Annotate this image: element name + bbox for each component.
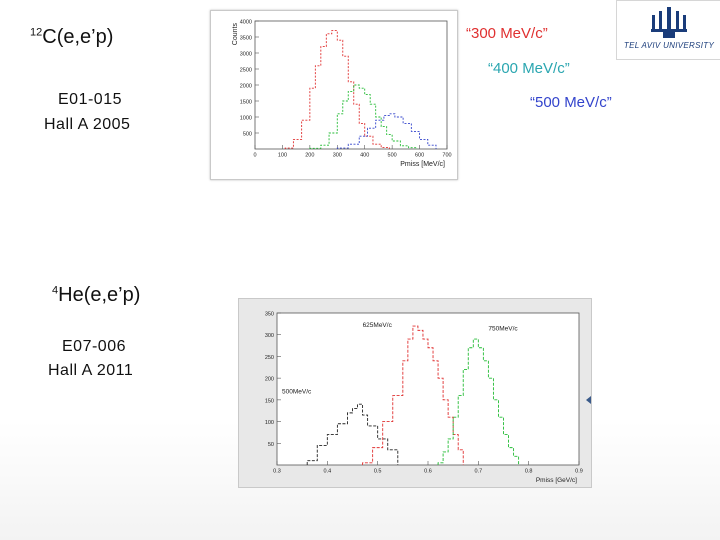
x-tick-label: 0.3 [273,469,281,475]
x-tick-label: 300 [333,153,342,159]
series-label: 750MeV/c [488,325,518,332]
slide-marker-icon [586,396,591,404]
y-tick-label: 100 [265,420,274,426]
y-tick-label: 350 [265,312,274,318]
x-tick-label: 0 [253,153,256,159]
logo-text: TEL AVIV UNIVERSITY [623,41,715,50]
y-tick-label: 500 [243,132,252,138]
university-logo: TEL AVIV UNIVERSITY [616,0,720,60]
x-tick-label: 0.4 [324,469,332,475]
x-tick-label: 0.7 [475,469,483,475]
y-tick-label: 1000 [240,116,252,122]
menorah-icon [651,7,687,38]
y-tick-label: 4000 [240,20,252,26]
plot-area [276,312,580,466]
reaction-12c-label: 12C(e,e’p) [30,26,114,48]
series-line [284,30,390,149]
series-line [336,113,437,149]
top-chart-frame: 500 1000 1500 2000 2500 3000 3500 4000 0 100 200 30… [210,10,458,180]
x-axis-label: Pmiss [GeV/c] [536,477,577,484]
y-axis-label: Counts [232,23,239,46]
x-tick-label: 200 [305,153,314,159]
legend-500-label: “500 MeV/c” [530,94,612,111]
chart-4he-pmiss: 50 100 150 200 250 300 350 0.3 0.4 0.5 0.6 0.7 0.8 0.… [265,312,583,485]
series-label: 625MeV/c [363,322,393,329]
x-tick-label: 0.5 [374,469,382,475]
hall-a-2005: Hall A 2005 [44,116,131,133]
x-tick-label: 0.8 [525,469,533,475]
hall-a-2011: Hall A 2011 [48,362,134,379]
chart-12c-pmiss: 500 1000 1500 2000 2500 3000 3500 4000 0 100 200 30… [232,20,452,169]
y-tick-label: 50 [268,442,274,448]
legend-300-label: “300 MeV/c” [466,25,548,42]
series-label: 500MeV/c [282,388,312,395]
y-tick-label: 3500 [240,36,252,42]
y-tick-label: 200 [265,377,274,383]
experiment-e01-015: E01-015 [58,91,122,108]
series-line [306,403,399,465]
y-tick-label: 1500 [240,100,252,106]
legend-400-label: “400 MeV/c” [488,60,570,77]
x-tick-label: 700 [442,153,451,159]
x-tick-label: 0.6 [424,469,432,475]
experiment-e07-006: E07-006 [62,338,126,355]
y-tick-label: 3000 [240,52,252,58]
y-tick-label: 250 [265,355,274,361]
y-tick-label: 150 [265,398,274,404]
y-tick-label: 2500 [240,68,252,74]
x-tick-label: 100 [278,153,287,159]
bottom-chart-frame: 50 100 150 200 250 300 350 0.3 0.4 0.5 0.6 0.7 0.8 0.… [238,298,592,488]
y-tick-label: 2000 [240,84,252,90]
x-tick-label: 600 [415,153,424,159]
x-tick-label: 400 [360,153,369,159]
x-axis-label: Pmiss [MeV/c] [400,161,445,168]
reaction-4he-label: 4He(e,e’p) [52,284,141,306]
x-tick-label: 0.9 [575,469,583,475]
y-tick-label: 300 [265,333,274,339]
x-tick-label: 500 [388,153,397,159]
plot-area [254,20,448,150]
series-line [362,325,464,465]
